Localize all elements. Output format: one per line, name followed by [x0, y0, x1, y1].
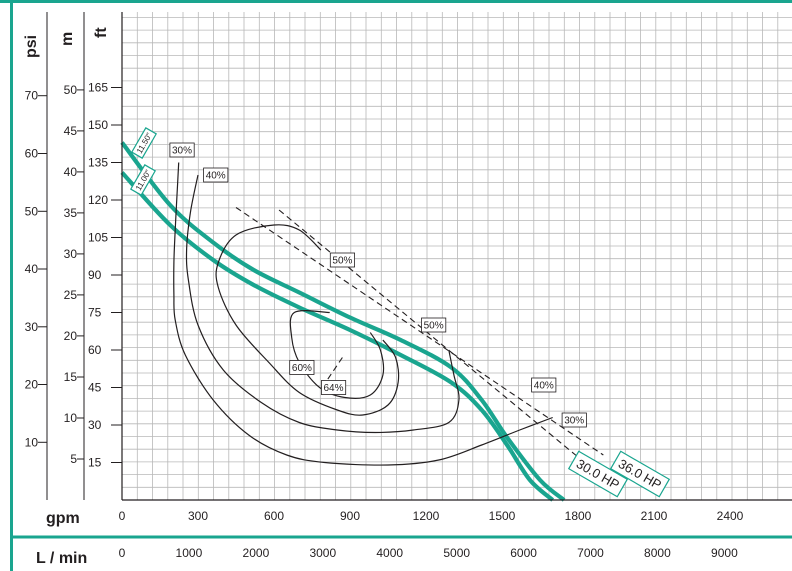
efficiency-label-40-box [203, 167, 229, 183]
x-axis-label-lmin: L / min [36, 550, 87, 567]
x-tick-lmin: 4000 [376, 546, 403, 560]
y-axis-label-ft: ft [93, 27, 110, 38]
y-tick-ft: 60 [88, 343, 102, 357]
x-tick-lmin: 3000 [309, 546, 336, 560]
x-tick-lmin: 2000 [243, 546, 270, 560]
x-axis-label-gpm: gpm [46, 510, 80, 527]
y-tick-m: 35 [64, 206, 78, 220]
efficiency-curve [185, 174, 460, 434]
efficiency-label-30: 30% [172, 146, 192, 157]
power-label-30-box [567, 450, 629, 498]
x-tick-lmin: 8000 [644, 546, 671, 560]
x-tick-lmin: 5000 [443, 546, 470, 560]
head-curve [120, 141, 566, 502]
y-tick-ft: 120 [88, 193, 108, 207]
power-curve [235, 207, 604, 456]
efficiency-label-50b: 50% [424, 321, 444, 332]
x-tick-gpm: 2100 [641, 509, 668, 523]
power-curve [278, 209, 592, 468]
x-tick-lmin: 6000 [510, 546, 537, 560]
x-tick-gpm: 2400 [717, 509, 744, 523]
efficiency-label-30b-box [561, 412, 587, 428]
y-axis-label-psi: psi [23, 35, 40, 58]
efficiency-label-40b: 40% [534, 381, 554, 392]
x-tick-gpm: 0 [119, 509, 126, 523]
efficiency-label-50-box [329, 252, 355, 268]
curves-layer [120, 141, 604, 502]
head-curve [120, 171, 555, 502]
y-tick-ft: 45 [88, 381, 102, 395]
y-tick-psi: 40 [25, 262, 39, 276]
efficiency-curve [215, 224, 400, 416]
efficiency-label-60-box [289, 360, 315, 375]
efficiency-label-40: 40% [206, 171, 226, 182]
x-tick-gpm: 600 [264, 509, 284, 523]
y-tick-psi: 20 [25, 378, 39, 392]
x-tick-gpm: 1200 [413, 509, 440, 523]
power-label-36-box [609, 450, 671, 498]
y-tick-ft: 135 [88, 156, 108, 170]
impeller-label-1100-box [129, 164, 157, 196]
y-tick-psi: 50 [25, 204, 39, 218]
efficiency-label-50: 50% [332, 256, 352, 267]
y-tick-m: 30 [64, 247, 78, 261]
y-tick-m: 5 [70, 452, 77, 466]
y-tick-m: 25 [64, 288, 78, 302]
x-tick-lmin: 0 [119, 546, 126, 560]
x-tick-lmin: 1000 [176, 546, 203, 560]
y-tick-psi: 30 [25, 320, 39, 334]
x-tick-lmin: 7000 [577, 546, 604, 560]
y-tick-m: 45 [64, 124, 78, 138]
labels-layer: 30%40%50%50%60%64% 40%30%11.50"11.00"36.0… [129, 127, 671, 498]
efficiency-label-60: 60% [292, 363, 312, 374]
y-tick-m: 15 [64, 370, 78, 384]
y-tick-m: 20 [64, 329, 78, 343]
y-tick-ft: 75 [88, 306, 102, 320]
y-axis-label-m: m [59, 32, 76, 46]
y-tick-psi: 10 [25, 435, 39, 449]
y-tick-ft: 15 [88, 456, 102, 470]
y-tick-ft: 165 [88, 81, 108, 95]
y-tick-m: 40 [64, 165, 78, 179]
chart-grid [121, 12, 792, 501]
y-tick-ft: 30 [88, 418, 102, 432]
efficiency-curve [173, 162, 553, 466]
y-tick-m: 10 [64, 411, 78, 425]
y-tick-psi: 60 [25, 147, 39, 161]
x-tick-gpm: 1800 [565, 509, 592, 523]
efficiency-label-64: 64% [323, 383, 343, 394]
y-tick-m: 50 [64, 83, 78, 97]
efficiency-label-30-box [169, 142, 195, 158]
impeller-label-1150-box [130, 127, 158, 159]
x-tick-lmin: 9000 [711, 546, 738, 560]
y-tick-ft: 105 [88, 231, 108, 245]
y-tick-psi: 70 [25, 89, 39, 103]
x-tick-gpm: 1500 [489, 509, 516, 523]
efficiency-label-40b-box [531, 377, 557, 393]
y-tick-ft: 90 [88, 268, 102, 282]
efficiency-label-50b-box [421, 317, 447, 333]
efficiency-label-30b: 30% [564, 416, 584, 427]
y-tick-ft: 150 [88, 118, 108, 132]
efficiency-label-64-box [320, 380, 347, 395]
x-tick-gpm: 300 [188, 509, 208, 523]
x-tick-gpm: 900 [340, 509, 360, 523]
